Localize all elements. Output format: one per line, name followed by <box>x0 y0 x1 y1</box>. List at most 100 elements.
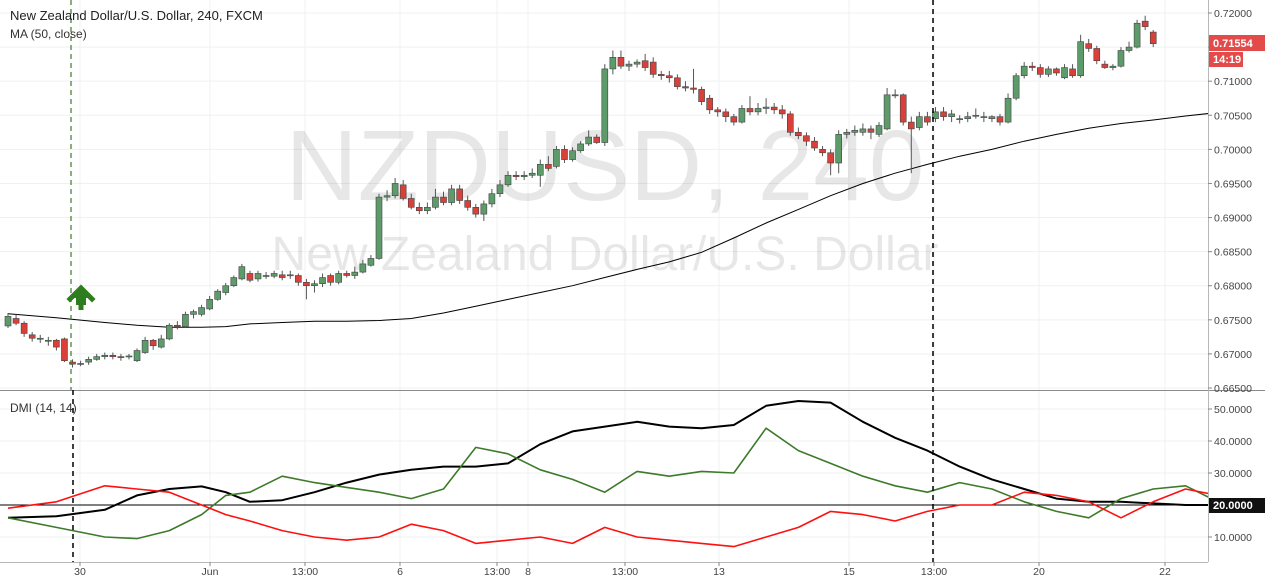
candle[interactable] <box>520 171 528 181</box>
candle[interactable] <box>69 359 76 368</box>
candle[interactable] <box>182 311 189 328</box>
candle[interactable] <box>956 115 963 124</box>
candle[interactable] <box>1101 60 1109 69</box>
price-axis[interactable]: 0.720000.715000.710000.705000.700000.695… <box>1208 8 1252 395</box>
candle[interactable] <box>972 108 980 119</box>
candle[interactable] <box>1012 73 1020 101</box>
candle[interactable] <box>456 184 463 204</box>
candle[interactable] <box>641 53 649 71</box>
candle[interactable] <box>1093 45 1101 65</box>
candle[interactable] <box>1077 34 1084 78</box>
candle[interactable] <box>1045 66 1052 78</box>
candle[interactable] <box>649 57 657 78</box>
candle[interactable] <box>480 200 488 221</box>
candle[interactable] <box>198 304 205 317</box>
candle[interactable] <box>432 188 439 210</box>
candle[interactable] <box>1004 93 1012 124</box>
candle[interactable] <box>1085 38 1093 52</box>
candle[interactable] <box>125 353 133 360</box>
candle[interactable] <box>932 107 939 123</box>
candle[interactable] <box>472 203 480 218</box>
candle[interactable] <box>996 113 1004 126</box>
candle[interactable] <box>666 70 673 83</box>
candle[interactable] <box>174 321 181 330</box>
candle[interactable] <box>85 356 92 365</box>
candle[interactable] <box>803 132 810 146</box>
candle[interactable] <box>1028 62 1036 71</box>
candle[interactable] <box>1069 64 1076 78</box>
candle[interactable] <box>512 171 520 181</box>
candle[interactable] <box>335 270 342 285</box>
candle[interactable] <box>690 68 697 94</box>
candle[interactable] <box>206 295 213 311</box>
candle[interactable] <box>859 123 867 136</box>
arrow-up-icon[interactable] <box>66 284 96 310</box>
candle[interactable] <box>778 105 786 119</box>
candle[interactable] <box>367 255 375 267</box>
dmi-axis[interactable]: 50.0000 40.0000 30.0000 10.0000 <box>1208 404 1252 544</box>
candle[interactable] <box>625 60 633 71</box>
candle[interactable] <box>1149 30 1157 48</box>
candle[interactable] <box>730 113 738 126</box>
candle[interactable] <box>504 171 512 187</box>
candle[interactable] <box>20 321 28 337</box>
candle[interactable] <box>1117 47 1125 68</box>
candle[interactable] <box>875 122 883 138</box>
candle[interactable] <box>698 86 705 106</box>
candle[interactable] <box>819 145 826 157</box>
candle[interactable] <box>424 202 431 215</box>
candle[interactable] <box>190 309 197 319</box>
candle[interactable] <box>1020 62 1028 79</box>
candle[interactable] <box>1141 15 1149 31</box>
candle[interactable] <box>907 116 915 174</box>
candle[interactable] <box>448 184 455 206</box>
candle[interactable] <box>101 352 109 360</box>
candle[interactable] <box>545 156 552 172</box>
candle[interactable] <box>738 105 746 124</box>
candle[interactable] <box>593 134 601 144</box>
candle[interactable] <box>754 103 762 116</box>
candle[interactable] <box>851 125 859 136</box>
candle[interactable] <box>230 275 238 288</box>
candle[interactable] <box>399 180 407 201</box>
time-axis[interactable]: 30 Jun 13:00 6 13:00 8 13:00 13 15 13:00 20 22 <box>74 562 1171 578</box>
candle[interactable] <box>12 314 20 326</box>
dmi-legend[interactable]: DMI (14, 14) <box>10 401 77 415</box>
candle[interactable] <box>28 332 36 342</box>
candle[interactable] <box>222 283 230 296</box>
candle[interactable] <box>303 278 310 300</box>
candle[interactable] <box>359 259 367 274</box>
candle[interactable] <box>246 270 254 283</box>
candle[interactable] <box>262 272 270 279</box>
candle[interactable] <box>569 147 576 162</box>
candle[interactable] <box>214 289 221 301</box>
candle[interactable] <box>488 188 496 208</box>
candle[interactable] <box>278 270 286 281</box>
candle[interactable] <box>93 353 101 361</box>
candle[interactable] <box>633 59 641 68</box>
candle[interactable] <box>496 180 504 198</box>
candle[interactable] <box>36 334 44 343</box>
candle[interactable] <box>827 149 834 176</box>
candle[interactable] <box>1037 64 1044 78</box>
candle[interactable] <box>657 70 665 80</box>
candle[interactable] <box>787 111 794 136</box>
candle[interactable] <box>617 50 625 69</box>
candle[interactable] <box>561 145 568 163</box>
candle[interactable] <box>891 89 899 99</box>
candle[interactable] <box>674 74 681 90</box>
candle[interactable] <box>722 108 730 123</box>
candle[interactable] <box>295 273 302 286</box>
candle[interactable] <box>843 128 851 139</box>
candle[interactable] <box>391 178 399 199</box>
candle[interactable] <box>988 115 996 123</box>
candle[interactable] <box>117 353 125 361</box>
candle[interactable] <box>238 263 246 281</box>
candle[interactable] <box>553 145 560 169</box>
candle[interactable] <box>811 137 818 151</box>
candle[interactable] <box>714 107 722 117</box>
candle[interactable] <box>45 336 52 346</box>
candle[interactable] <box>61 337 68 363</box>
candle[interactable] <box>577 141 584 153</box>
candle[interactable] <box>536 159 544 187</box>
